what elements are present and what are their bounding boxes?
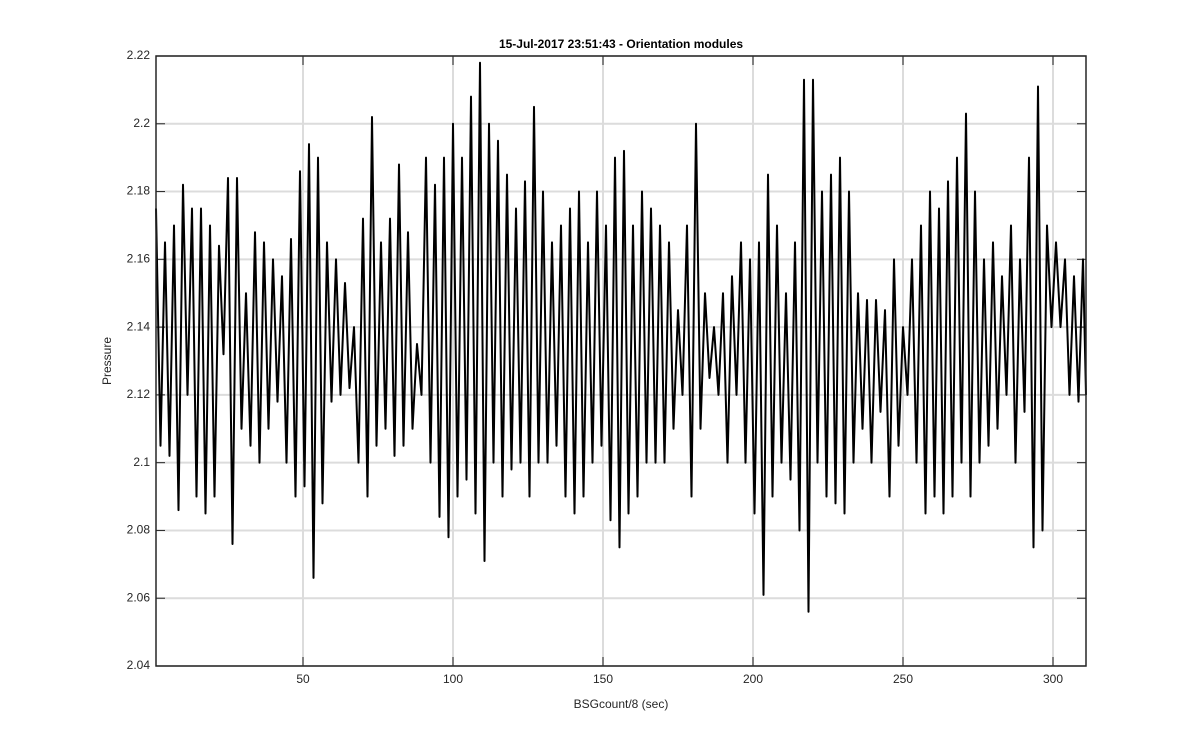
x-tick-label: 200 [743,672,763,686]
y-tick-label: 2.22 [127,48,151,62]
data-line [155,61,1087,613]
plot-frame [155,55,1087,667]
y-tick-label: 2.08 [127,523,151,537]
y-tick-label: 2.1 [133,455,150,469]
y-tick-label: 2.2 [133,116,150,130]
x-tick-label: 300 [1043,672,1063,686]
x-tick-label: 250 [893,672,913,686]
y-tick-label: 2.04 [127,658,151,672]
y-tick-label: 2.14 [127,319,151,333]
y-tick-label: 2.18 [127,184,151,198]
chart-title: 15-Jul-2017 23:51:43 - Orientation modul… [499,37,743,51]
x-tick-label: 50 [296,672,310,686]
y-tick-label: 2.12 [127,387,151,401]
x-axis-label: BSGcount/8 (sec) [574,697,669,711]
x-tick-label: 150 [593,672,613,686]
y-axis-label: Pressure [100,337,114,385]
y-tick-label: 2.06 [127,590,151,604]
y-tick-label: 2.16 [127,252,151,266]
x-tick-label: 100 [443,672,463,686]
